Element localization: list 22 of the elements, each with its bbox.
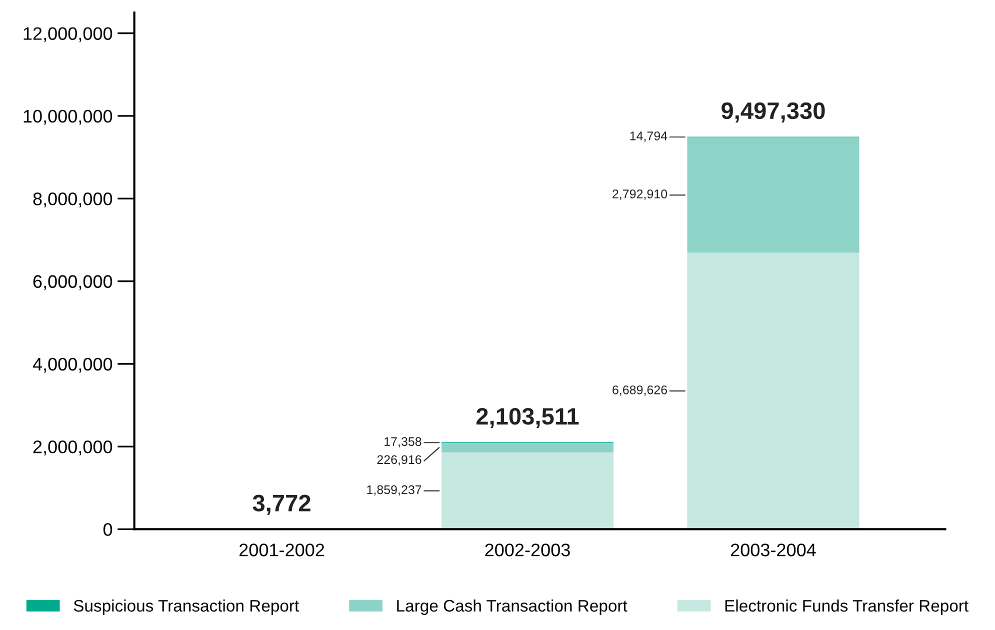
data-label: 226,916: [377, 455, 422, 466]
y-tick-label: 0: [103, 523, 112, 536]
data-label: 17,358: [384, 437, 422, 448]
x-tick-label: 2001-2002: [240, 544, 324, 556]
y-tick-label: 8,000,000: [33, 192, 112, 208]
total-label: 2,103,511: [476, 408, 579, 428]
y-tick-label: 4,000,000: [32, 358, 112, 373]
y-tick-label: 12,000,000: [24, 27, 112, 42]
total-label: 9,497,330: [722, 102, 825, 123]
total-label: 3,772: [252, 494, 310, 515]
data-label: 14,794: [630, 132, 668, 142]
data-label: 1,859,237: [367, 485, 422, 496]
legend-label: Electronic Funds Transfer Report: [725, 599, 968, 615]
x-tick-label: 2002-2003: [485, 544, 570, 556]
y-tick-label: 6,000,000: [33, 275, 112, 290]
y-tick-label: 10,000,000: [24, 110, 112, 125]
y-tick-label: 2,000,000: [33, 440, 112, 456]
x-tick-label: 2003-2004: [730, 544, 816, 556]
legend-label: Large Cash Transaction Report: [397, 599, 628, 615]
data-label: 2,792,910: [612, 190, 668, 200]
legend-label: Suspicious Transaction Report: [74, 599, 300, 615]
data-label: 6,689,626: [612, 385, 668, 396]
